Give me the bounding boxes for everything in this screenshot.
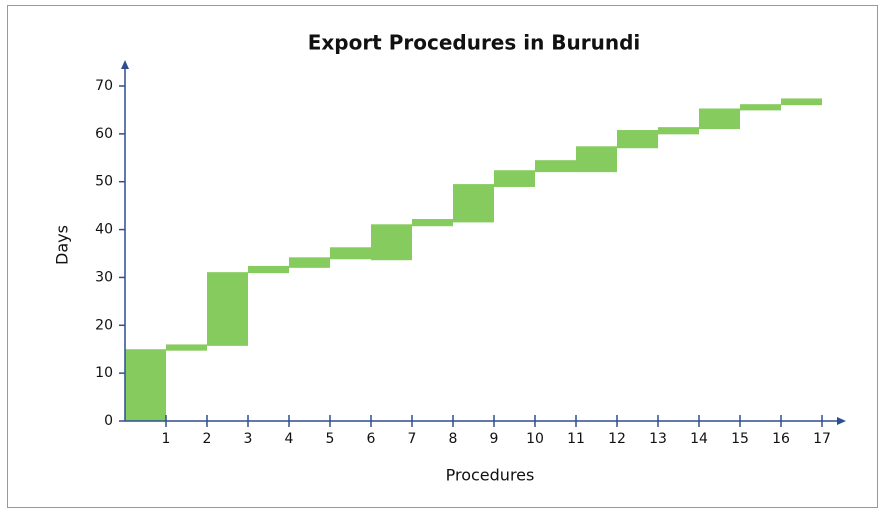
x-tick-label: 2 <box>203 431 212 447</box>
bar <box>740 104 781 111</box>
x-tick-label: 13 <box>649 431 667 447</box>
x-tick-label: 12 <box>608 431 626 447</box>
x-tick-label: 10 <box>526 431 544 447</box>
frame <box>7 5 878 508</box>
x-tick-label: 3 <box>244 431 253 447</box>
y-tick-label: 30 <box>95 269 113 285</box>
bar <box>535 160 576 173</box>
x-tick-label: 16 <box>772 431 790 447</box>
x-tick-label: 6 <box>367 431 376 447</box>
bar <box>781 98 822 106</box>
bar <box>699 108 740 130</box>
chart-title: Export Procedures in Burundi <box>308 31 641 55</box>
bar <box>166 344 207 351</box>
y-axis-arrow <box>121 60 129 69</box>
bar <box>412 219 453 227</box>
bar <box>453 184 494 223</box>
y-tick-label: 40 <box>95 222 113 238</box>
x-tick-label: 8 <box>449 431 458 447</box>
y-tick-label: 0 <box>104 413 113 429</box>
y-tick-label: 50 <box>95 174 113 190</box>
bar <box>658 127 699 135</box>
x-tick-label: 1 <box>162 431 171 447</box>
bar <box>207 272 248 346</box>
bar <box>289 257 330 268</box>
x-tick-label: 11 <box>567 431 585 447</box>
bar <box>125 349 166 421</box>
x-tick-label: 17 <box>813 431 831 447</box>
y-tick-label: 10 <box>95 365 113 381</box>
x-tick-label: 7 <box>408 431 417 447</box>
x-tick-label: 15 <box>731 431 749 447</box>
bar <box>617 130 658 149</box>
x-tick-label: 9 <box>490 431 499 447</box>
x-axis-arrow <box>837 417 846 425</box>
bar <box>248 265 289 274</box>
x-tick-label: 4 <box>285 431 294 447</box>
bar <box>494 170 535 187</box>
x-tick-label: 14 <box>690 431 708 447</box>
x-axis-label: Procedures <box>446 466 535 485</box>
y-tick-label: 20 <box>95 317 113 333</box>
y-axis-label: Days <box>53 225 72 265</box>
bar <box>371 224 412 261</box>
x-tick-label: 5 <box>326 431 335 447</box>
y-tick-label: 60 <box>95 126 113 142</box>
bar <box>330 247 371 260</box>
y-tick-label: 70 <box>95 78 113 94</box>
bar <box>576 146 617 173</box>
